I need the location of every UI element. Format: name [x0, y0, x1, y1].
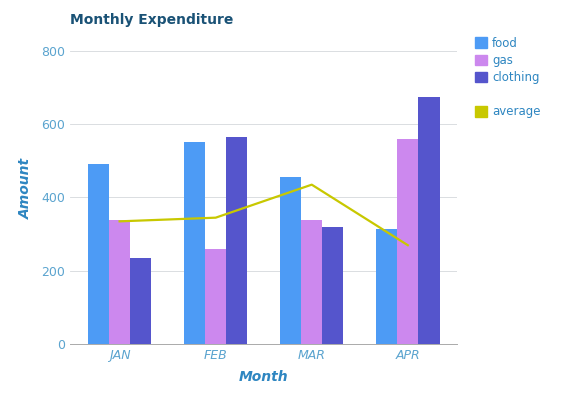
Bar [301, 220, 322, 344]
Bar [88, 164, 109, 344]
Bar [397, 139, 418, 344]
Bar [205, 249, 226, 344]
X-axis label: Month: Month [239, 371, 288, 384]
Bar [418, 97, 440, 344]
Legend: food, gas, clothing, , average: food, gas, clothing, , average [471, 32, 545, 123]
Bar [322, 227, 343, 344]
Bar [376, 229, 397, 344]
Y-axis label: Amount: Amount [19, 158, 33, 219]
Bar [130, 258, 151, 344]
Text: Monthly Expenditure: Monthly Expenditure [70, 13, 234, 27]
Bar [109, 220, 130, 344]
Bar [184, 143, 205, 344]
Bar [280, 177, 301, 344]
Bar [226, 137, 247, 344]
